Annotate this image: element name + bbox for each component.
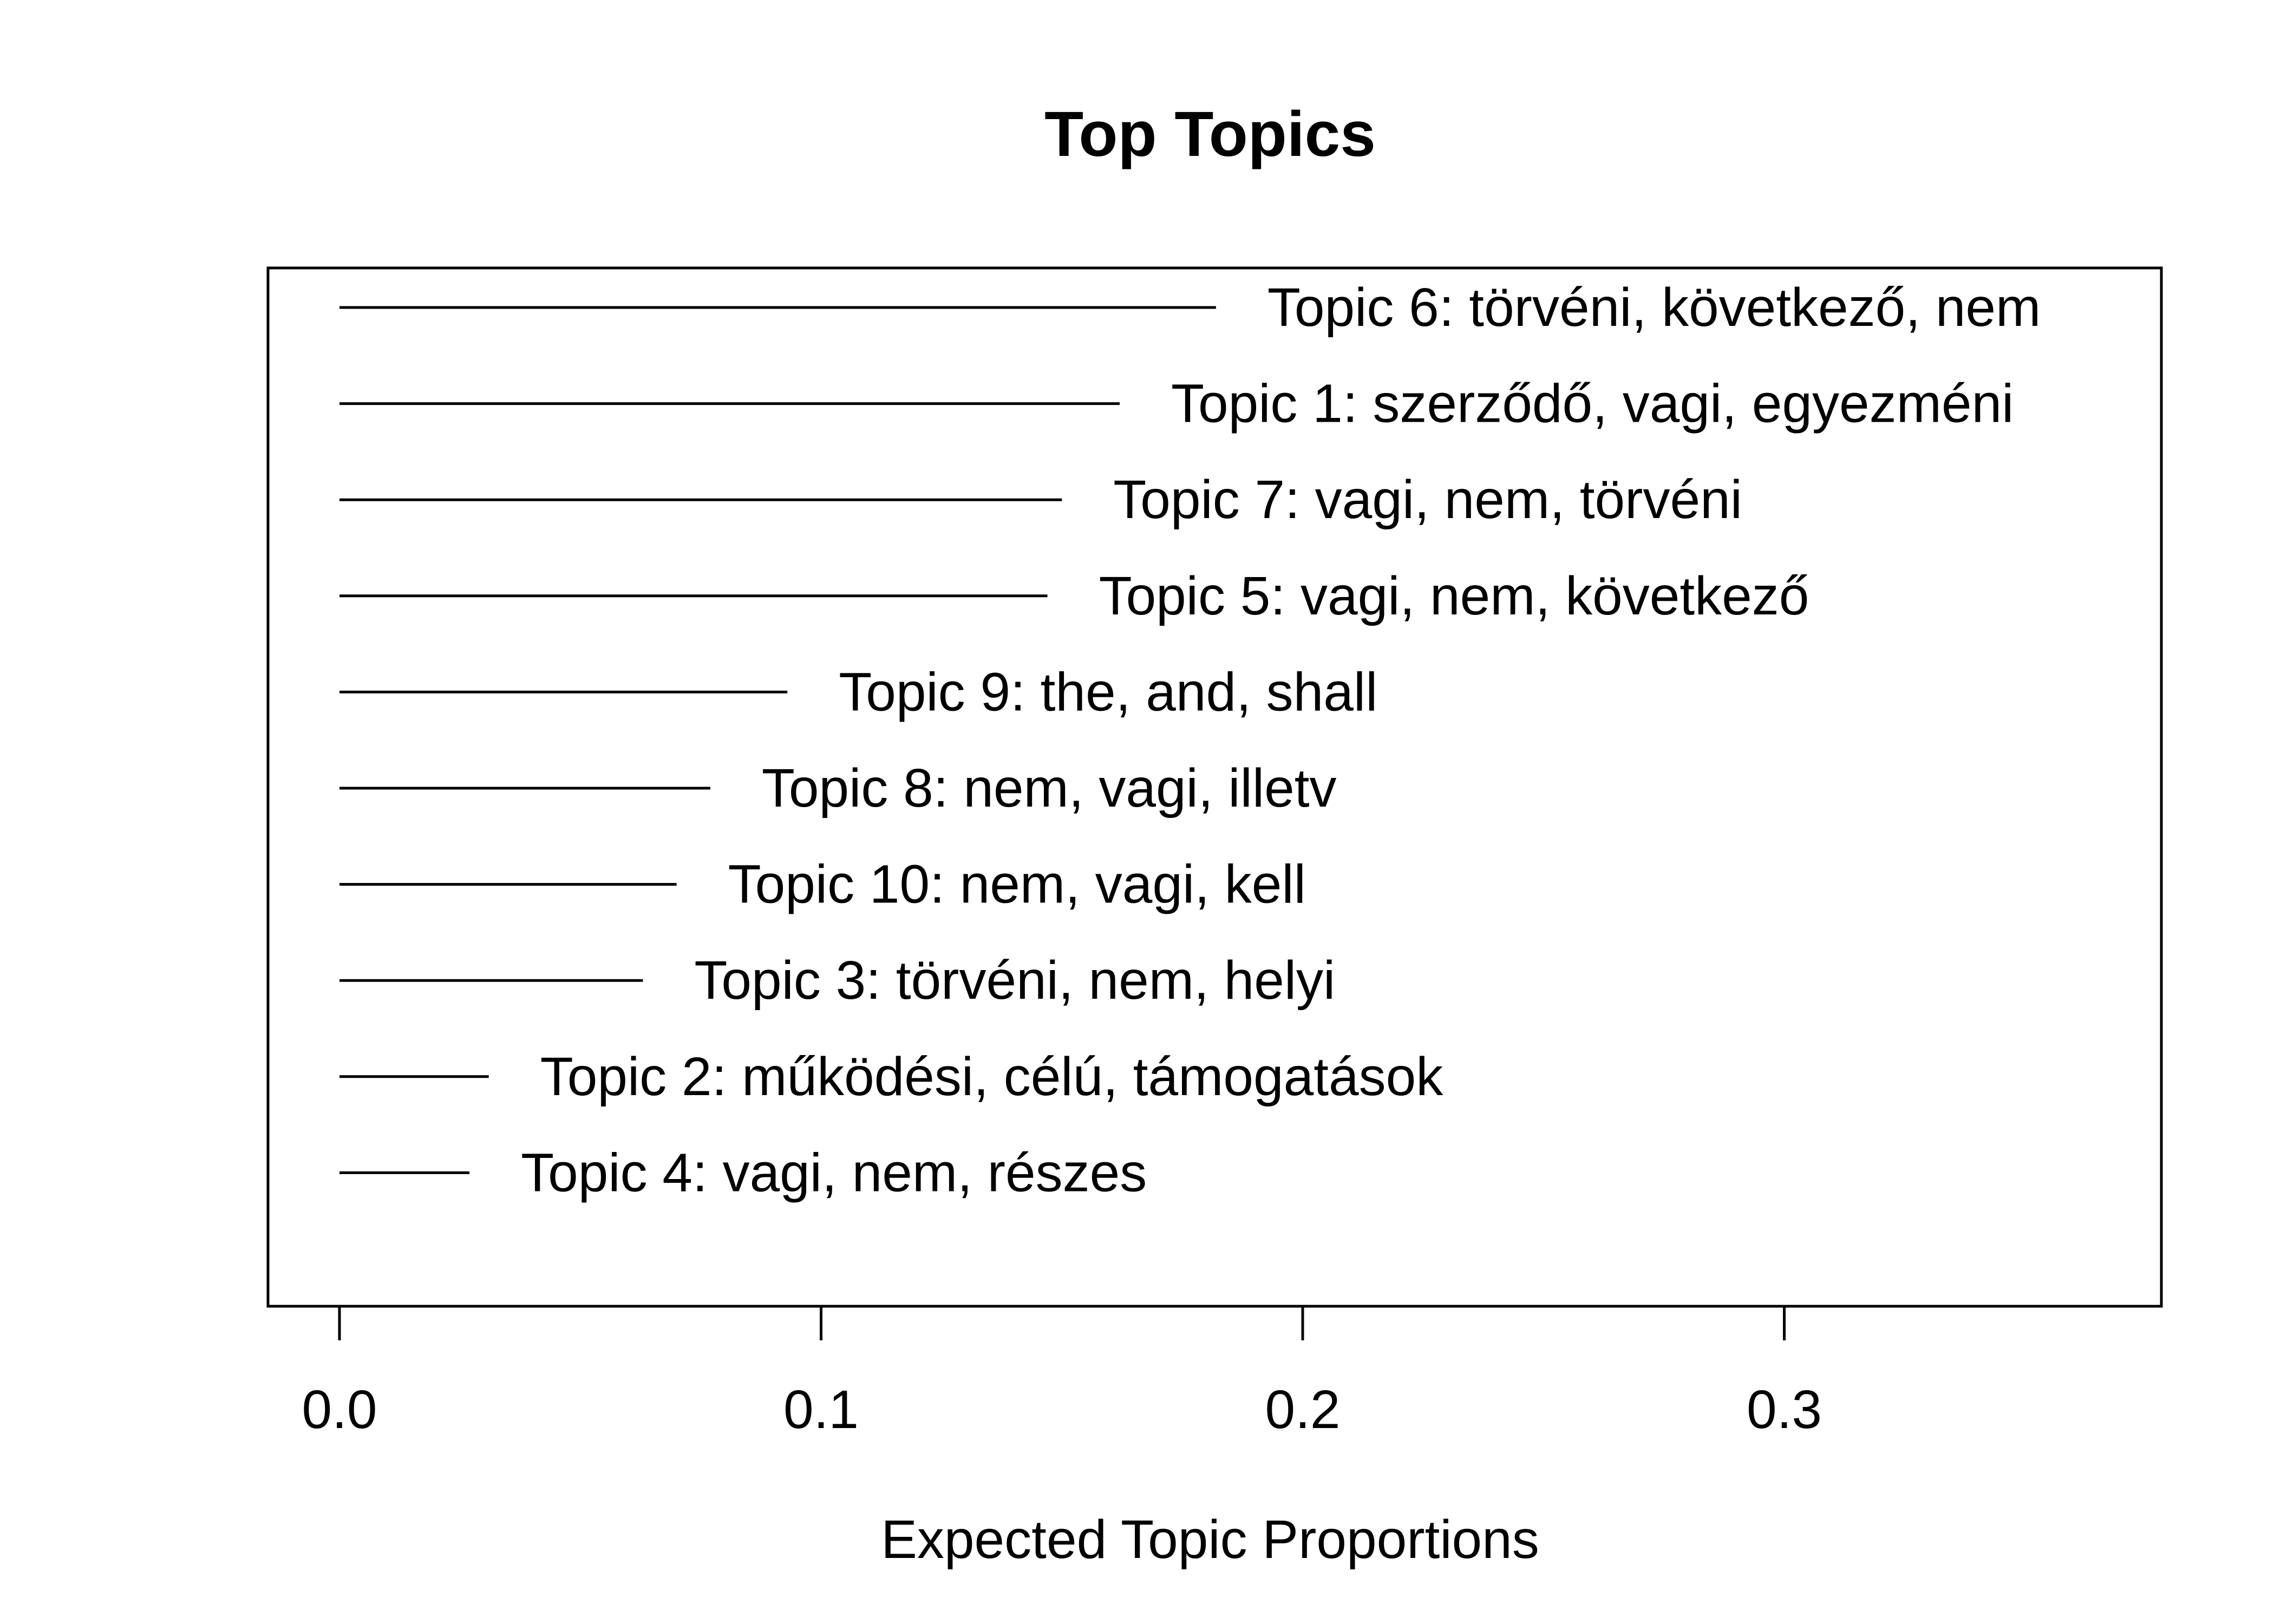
- x-tick-label: 0.1: [783, 1379, 859, 1440]
- topic-label: Topic 6: törvéni, következő, nem: [1267, 277, 2041, 338]
- topic-label: Topic 4: vagi, nem, részes: [521, 1142, 1147, 1203]
- topic-label: Topic 8: nem, vagi, illetv: [762, 758, 1337, 818]
- chart-title: Top Topics: [1044, 99, 1376, 170]
- x-axis: 0.0 0.1 0.2 0.3: [302, 1306, 1822, 1440]
- x-tick-label: 0.0: [302, 1379, 377, 1440]
- topic-label: Topic 3: törvéni, nem, helyi: [694, 950, 1335, 1011]
- topic-label: Topic 5: vagi, nem, következő: [1099, 566, 1809, 626]
- topic-label: Topic 9: the, and, shall: [839, 662, 1377, 722]
- topic-label: Topic 10: nem, vagi, kell: [728, 854, 1306, 915]
- topic-label: Topic 1: szerződő, vagi, egyezméni: [1171, 374, 2014, 434]
- x-tick-label: 0.2: [1265, 1379, 1340, 1440]
- x-tick-label: 0.3: [1747, 1379, 1822, 1440]
- x-axis-title: Expected Topic Proportions: [881, 1509, 1539, 1570]
- topic-label: Topic 7: vagi, nem, törvéni: [1113, 469, 1742, 530]
- topic-labels: Topic 6: törvéni, következő, nem Topic 1:…: [521, 277, 2041, 1203]
- topic-label: Topic 2: működési, célú, támogatások: [540, 1046, 1444, 1107]
- topic-bars: [339, 306, 1216, 1174]
- plot-frame: [266, 266, 2163, 1308]
